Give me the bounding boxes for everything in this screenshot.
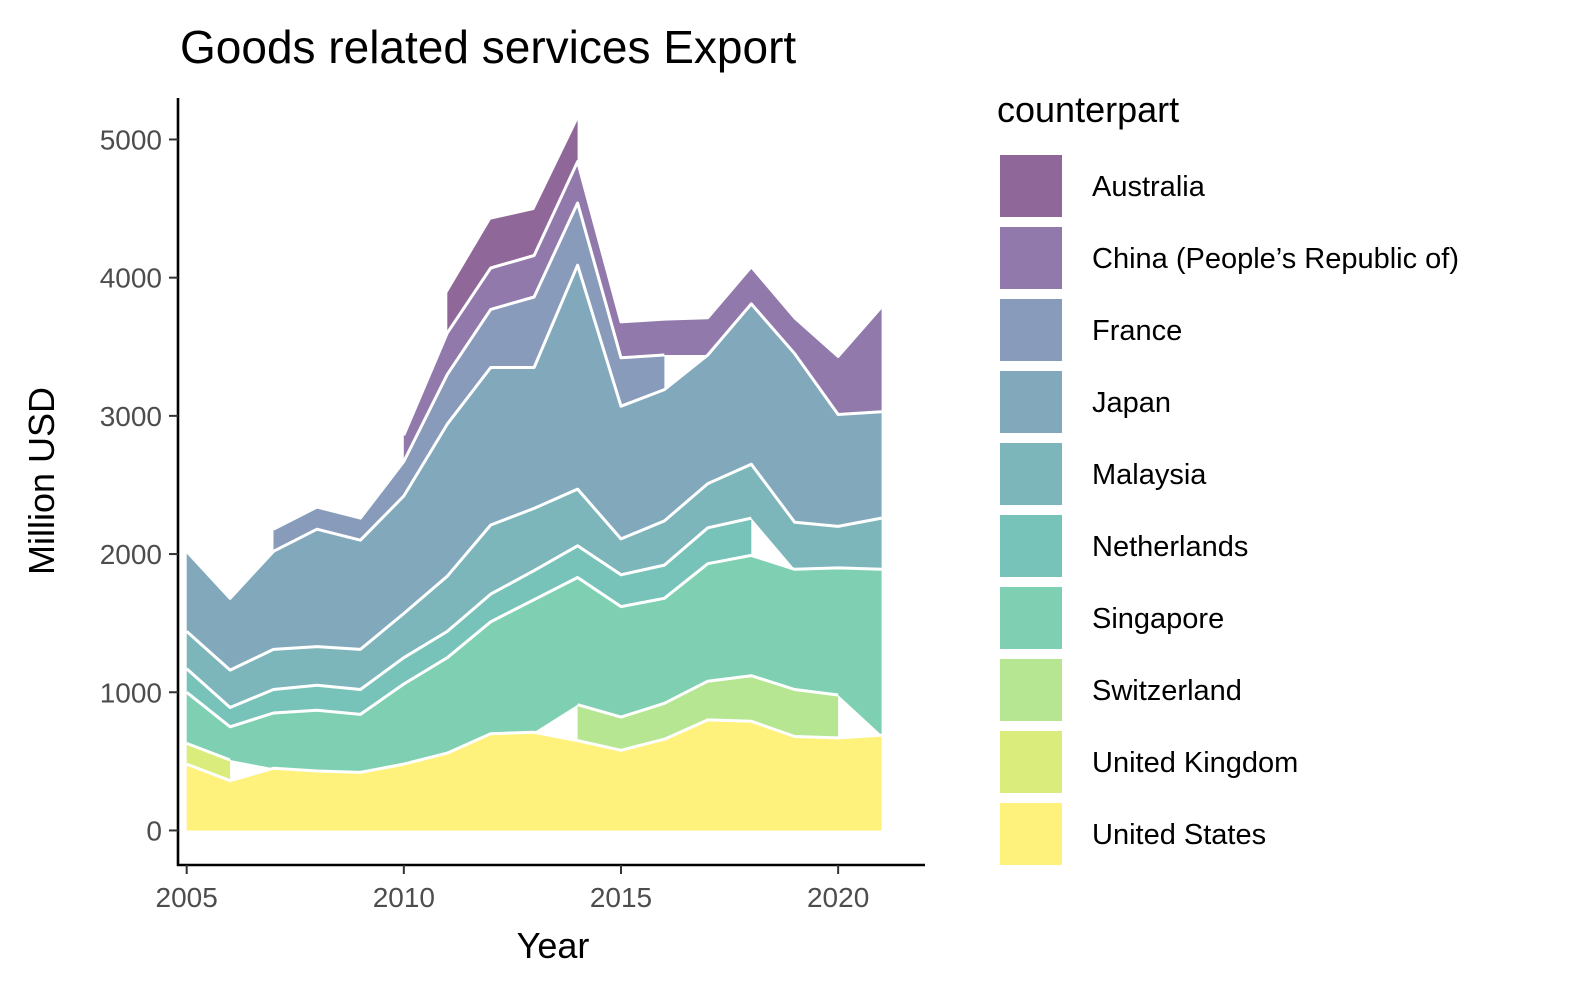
- legend-key-france: [1000, 299, 1062, 361]
- y-tick-label: 4000: [100, 263, 162, 294]
- edge-netherlands: [185, 516, 752, 709]
- legend-label-france: France: [1092, 315, 1182, 347]
- y-tick-label: 1000: [100, 677, 162, 708]
- legend-label-netherlands: Netherlands: [1092, 531, 1248, 563]
- y-tick-label: 3000: [100, 401, 162, 432]
- y-tick-label: 2000: [100, 539, 162, 570]
- legend-label-united-states: United States: [1092, 819, 1266, 851]
- legend-label-japan: Japan: [1092, 387, 1171, 419]
- edge-switzerland: [577, 674, 839, 719]
- area-united-states: [186, 719, 882, 831]
- x-ticks: 2005 2010 2015 2020: [156, 865, 869, 913]
- legend-key-netherlands: [1000, 515, 1062, 577]
- legend-label-malaysia: Malaysia: [1092, 459, 1207, 491]
- chart-title: Goods related services Export: [180, 21, 796, 73]
- edge-malaysia: [185, 462, 882, 672]
- legend-label-australia: Australia: [1092, 171, 1206, 203]
- legend: counterpart Australia China (People’s Rep…: [997, 89, 1459, 865]
- legend-key-china-people-s-republic-of: [1000, 227, 1062, 289]
- x-tick-label: 2015: [590, 882, 652, 913]
- legend-label-united-kingdom: United Kingdom: [1092, 747, 1298, 779]
- legend-key-singapore: [1000, 587, 1062, 649]
- edge-france: [272, 201, 665, 531]
- legend-key-switzerland: [1000, 659, 1062, 721]
- edge-united-states: [186, 718, 882, 783]
- axes: 0 1000 2000 3000 4000 5000 2005 2010 2015 2020: [100, 98, 925, 913]
- area-japan: [186, 265, 882, 671]
- area-netherlands: [186, 518, 752, 727]
- area-united-kingdom: [186, 743, 231, 781]
- y-tick-label: 0: [146, 815, 162, 846]
- y-ticks: 0 1000 2000 3000 4000 5000: [100, 124, 178, 846]
- legend-key-malaysia: [1000, 443, 1062, 505]
- edge-united-kingdom: [186, 741, 231, 762]
- area-china-people-s-republic-of: [403, 161, 882, 462]
- x-tick-label: 2010: [373, 882, 435, 913]
- legend-items: Australia China (People’s Republic of) Fra…: [1000, 155, 1459, 865]
- legend-key-united-states: [1000, 803, 1062, 865]
- legend-key-japan: [1000, 371, 1062, 433]
- legend-label-switzerland: Switzerland: [1092, 675, 1242, 707]
- edge-china-people-s-republic-of: [402, 160, 883, 436]
- legend-title: counterpart: [997, 89, 1179, 130]
- edge-japan: [185, 263, 882, 600]
- area-australia: [447, 120, 578, 333]
- legend-label-china-people-s-republic-of: China (People’s Republic of): [1092, 243, 1459, 275]
- legend-key-australia: [1000, 155, 1062, 217]
- area-switzerland: [577, 675, 839, 751]
- legend-key-united-kingdom: [1000, 731, 1062, 793]
- y-axis-title: Million USD: [21, 387, 62, 575]
- area-singapore: [186, 555, 882, 773]
- area-malaysia: [186, 464, 882, 708]
- edge-singapore: [185, 553, 882, 729]
- x-tick-label: 2005: [156, 882, 218, 913]
- x-axis-title: Year: [517, 925, 590, 966]
- x-tick-label: 2020: [807, 882, 869, 913]
- legend-label-singapore: Singapore: [1092, 603, 1224, 635]
- plot-areas: [185, 120, 883, 831]
- y-tick-label: 5000: [100, 124, 162, 155]
